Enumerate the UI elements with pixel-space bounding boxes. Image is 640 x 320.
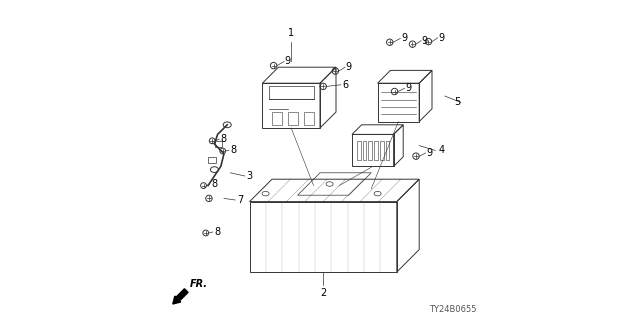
Bar (357, 141, 361, 160)
Text: 9: 9 (405, 83, 412, 93)
Bar (250, 202, 397, 272)
Text: 8: 8 (221, 134, 227, 144)
Bar (304, 112, 314, 125)
Text: 9: 9 (422, 36, 428, 46)
FancyArrow shape (173, 289, 188, 304)
Text: 1: 1 (288, 28, 294, 38)
Text: 2: 2 (320, 288, 326, 298)
Bar (215, 141, 223, 147)
Text: 7: 7 (237, 195, 243, 205)
Text: 9: 9 (285, 56, 291, 67)
Bar (272, 112, 282, 125)
Text: 9: 9 (346, 62, 352, 72)
Text: 3: 3 (246, 171, 253, 181)
Text: TY24B0655: TY24B0655 (429, 305, 477, 314)
Text: 9: 9 (438, 33, 445, 43)
Bar (362, 141, 366, 160)
Bar (378, 83, 419, 122)
Text: 9: 9 (401, 33, 407, 44)
Text: 5: 5 (454, 97, 461, 108)
Text: 8: 8 (214, 227, 221, 237)
Bar (352, 134, 394, 166)
Bar (369, 141, 372, 160)
Bar (380, 141, 383, 160)
Text: 9: 9 (426, 148, 433, 158)
Bar (262, 83, 320, 128)
Text: FR.: FR. (189, 279, 207, 289)
Bar (288, 112, 298, 125)
Bar (269, 86, 314, 99)
Bar (385, 141, 390, 160)
Text: 4: 4 (438, 145, 445, 156)
Text: 6: 6 (342, 80, 349, 90)
Text: 8: 8 (230, 145, 237, 156)
Text: 8: 8 (211, 179, 218, 189)
Bar (208, 157, 216, 163)
Bar (374, 141, 378, 160)
